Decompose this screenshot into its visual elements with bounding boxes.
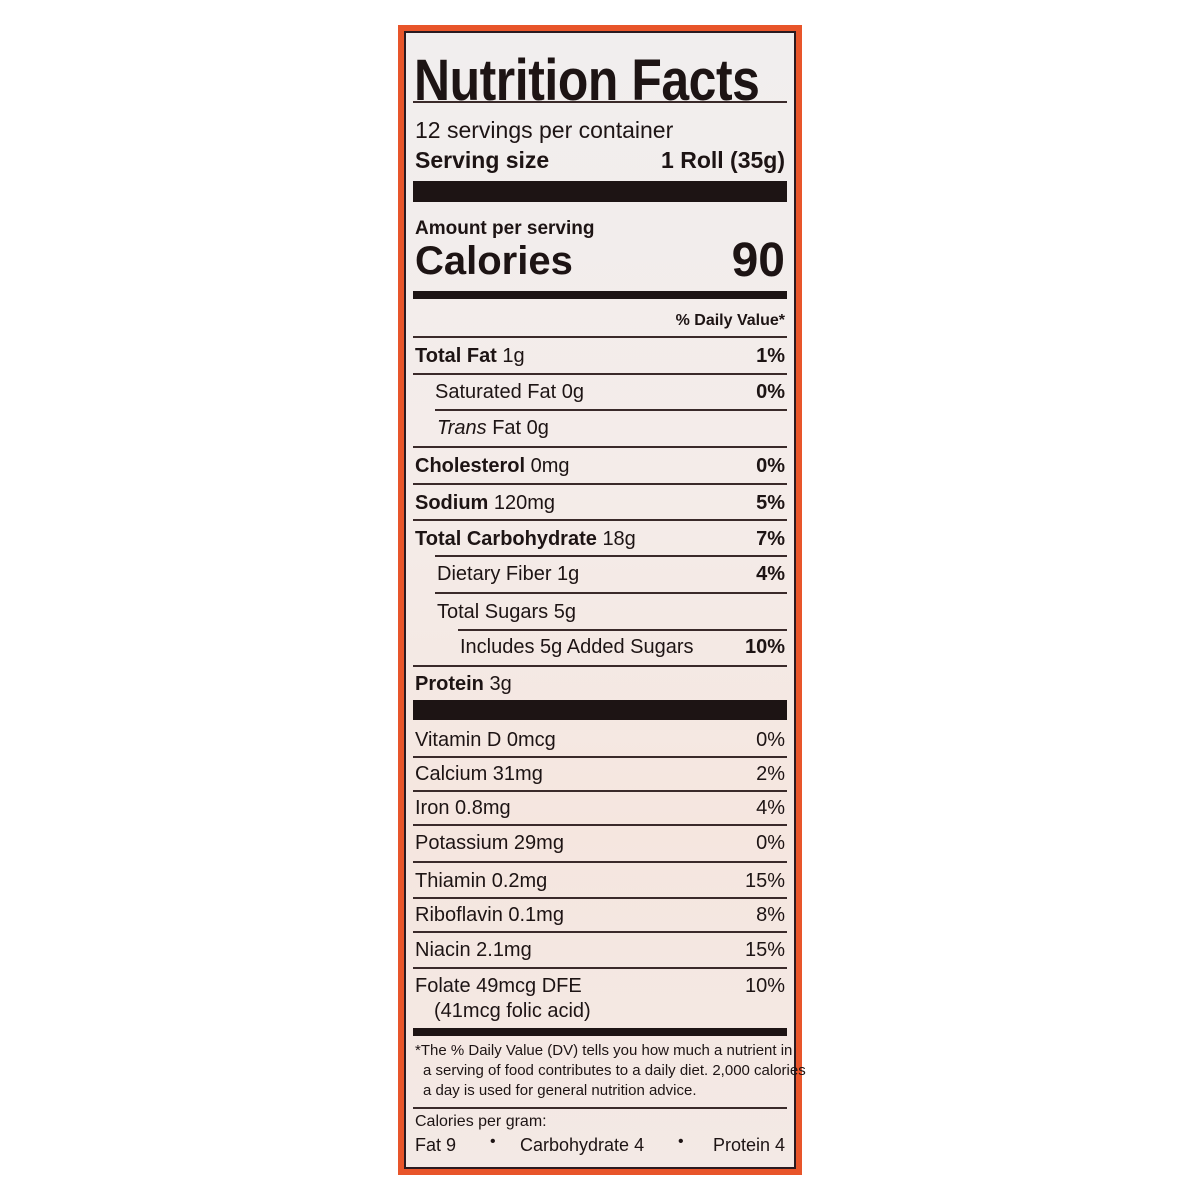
separator-dot: • xyxy=(678,1133,684,1150)
dv-iron: 4% xyxy=(756,797,785,819)
serving-size-label: Serving size xyxy=(415,147,550,173)
serving-size-value: 1 Roll (35g) xyxy=(661,147,785,173)
divider xyxy=(413,861,787,863)
dv-potassium: 0% xyxy=(756,832,785,854)
iron: Iron 0.8mg xyxy=(415,797,511,819)
label-title: Nutrition Facts xyxy=(414,48,760,113)
folate: Folate 49mcg DFE xyxy=(415,975,582,997)
calories-label: Calories xyxy=(415,239,573,283)
dv-sodium: 5% xyxy=(756,492,785,514)
divider xyxy=(435,409,787,411)
nutrient-total-fat: Total Fat 1g xyxy=(415,345,525,367)
footnote-line: a day is used for general nutrition advi… xyxy=(423,1082,697,1099)
label-panel: Nutrition Facts 12 servings per containe… xyxy=(404,31,806,1169)
cpg-fat: Fat 9 xyxy=(415,1135,457,1155)
footnote-line: *The % Daily Value (DV) tells you how mu… xyxy=(415,1042,793,1059)
divider xyxy=(413,373,787,375)
medium-divider xyxy=(413,291,787,299)
divider xyxy=(413,665,787,667)
nutrient-dietary-fiber: Dietary Fiber 1g xyxy=(437,563,580,585)
footnote-line: a serving of food contributes to a daily… xyxy=(423,1062,806,1079)
dv-saturated-fat: 0% xyxy=(756,381,785,403)
divider xyxy=(413,336,787,338)
thiamin: Thiamin 0.2mg xyxy=(415,870,548,892)
nutrient-added-sugars: Includes 5g Added Sugars xyxy=(460,636,694,658)
divider xyxy=(413,101,787,103)
divider xyxy=(413,967,787,969)
nutrient-total-carbohydrate: Total Carbohydrate 18g xyxy=(415,528,636,550)
nutrition-label: Nutrition Facts 12 servings per containe… xyxy=(398,25,806,1175)
calories-value: 90 xyxy=(731,234,785,287)
dv-total-carbohydrate: 7% xyxy=(756,528,785,550)
thick-divider xyxy=(413,181,787,202)
potassium: Potassium 29mg xyxy=(415,832,564,854)
dv-cholesterol: 0% xyxy=(756,455,785,477)
nutrient-total-sugars: Total Sugars 5g xyxy=(437,601,576,623)
divider xyxy=(413,824,787,826)
thick-divider xyxy=(413,700,787,720)
cpg-protein: Protein 4 xyxy=(712,1135,785,1155)
divider xyxy=(435,555,787,557)
divider xyxy=(458,629,787,631)
calories-per-gram-label: Calories per gram: xyxy=(415,1113,547,1130)
calcium: Calcium 31mg xyxy=(415,763,543,785)
nutrient-protein: Protein 3g xyxy=(415,673,512,695)
dv-calcium: 2% xyxy=(756,763,785,785)
daily-value-header: % Daily Value* xyxy=(675,312,785,329)
dv-folate: 10% xyxy=(744,975,785,997)
dv-total-fat: 1% xyxy=(756,345,785,367)
dv-thiamin: 15% xyxy=(744,870,785,892)
vitamin-d: Vitamin D 0mcg xyxy=(415,729,556,751)
nutrient-sodium: Sodium 120mg xyxy=(415,492,556,514)
separator-dot: • xyxy=(490,1133,496,1150)
nutrient-trans-fat: Trans Fat 0g xyxy=(437,417,549,439)
cpg-carbohydrate: Carbohydrate 4 xyxy=(520,1135,645,1155)
riboflavin: Riboflavin 0.1mg xyxy=(415,904,564,926)
servings-per-container: 12 servings per container xyxy=(415,117,674,143)
dv-added-sugars: 10% xyxy=(744,636,785,658)
divider xyxy=(413,756,787,758)
divider xyxy=(413,1107,787,1109)
divider xyxy=(413,931,787,933)
folic-acid: (41mcg folic acid) xyxy=(434,1000,591,1022)
divider xyxy=(435,592,787,594)
dv-riboflavin: 8% xyxy=(756,904,785,926)
niacin: Niacin 2.1mg xyxy=(415,939,532,961)
divider xyxy=(413,790,787,792)
nutrient-saturated-fat: Saturated Fat 0g xyxy=(435,381,584,403)
nutrient-cholesterol: Cholesterol 0mg xyxy=(415,455,570,477)
divider xyxy=(413,446,787,448)
medium-divider xyxy=(413,1028,787,1036)
dv-dietary-fiber: 4% xyxy=(756,563,785,585)
amount-per-serving: Amount per serving xyxy=(415,218,595,239)
divider xyxy=(413,483,787,485)
dv-niacin: 15% xyxy=(744,939,785,961)
dv-vitamin-d: 0% xyxy=(756,729,785,751)
divider xyxy=(413,897,787,899)
divider xyxy=(413,519,787,521)
